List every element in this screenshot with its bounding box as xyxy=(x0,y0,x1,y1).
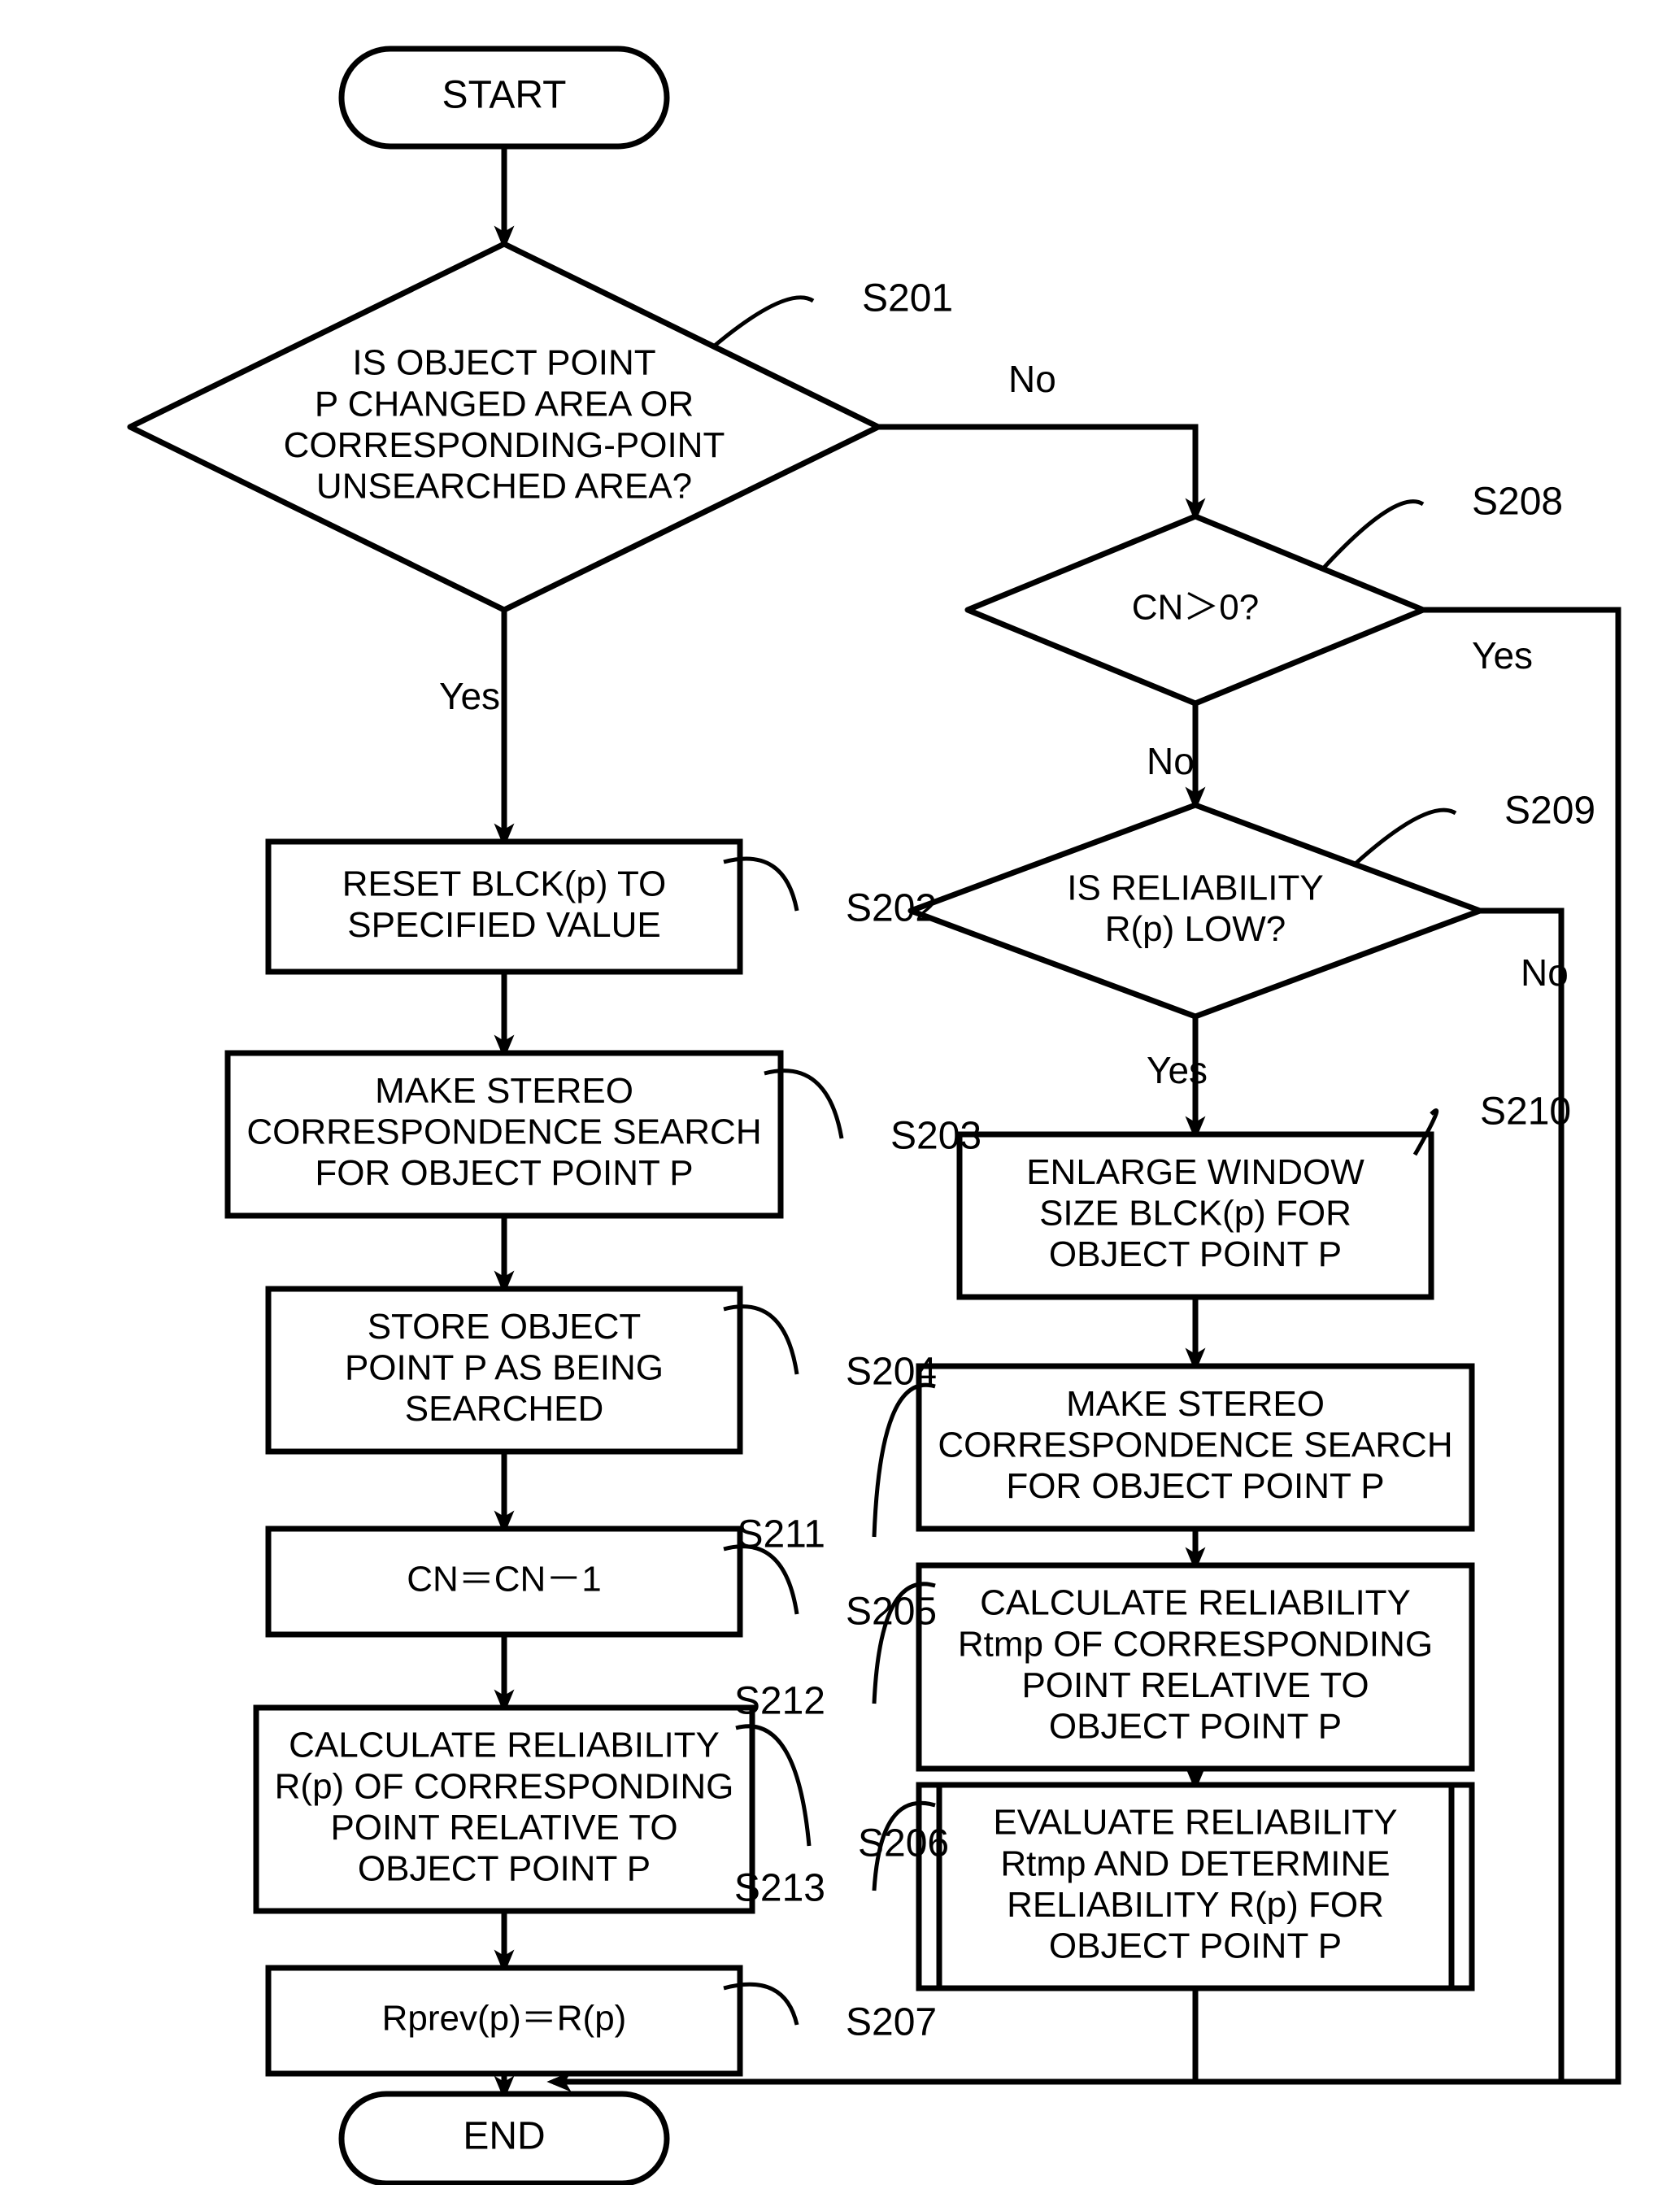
node-text-line: IS RELIABILITY xyxy=(1067,868,1323,908)
node-text-line: OBJECT POINT P xyxy=(1049,1234,1342,1274)
tag-leader xyxy=(714,298,813,346)
node-text-line: SEARCHED xyxy=(405,1389,604,1429)
flowchart-diagram: STARTIS OBJECT POINTP CHANGED AREA ORCOR… xyxy=(0,0,1680,2185)
node-text-line: CORRESPONDING-POINT xyxy=(284,425,725,465)
node-text-line: END xyxy=(463,2115,545,2158)
node-s201: IS OBJECT POINTP CHANGED AREA ORCORRESPO… xyxy=(130,244,878,610)
node-s202: RESET BLCK(p) TOSPECIFIED VALUE xyxy=(268,842,740,972)
node-text-line: MAKE STEREO xyxy=(375,1071,633,1111)
node-s203: MAKE STEREOCORRESPONDENCE SEARCHFOR OBJE… xyxy=(228,1053,781,1216)
step-tag: S206 xyxy=(858,1822,949,1865)
node-s206: CALCULATE RELIABILITYR(p) OF CORRESPONDI… xyxy=(256,1708,752,1911)
node-text-line: SPECIFIED VALUE xyxy=(347,905,661,945)
node-text-line: Rtmp OF CORRESPONDING xyxy=(958,1624,1433,1664)
decision-no-label: No xyxy=(1147,740,1195,782)
decision-yes-label: Yes xyxy=(1472,634,1533,677)
step-tag: S213 xyxy=(734,1867,825,1910)
node-text-line: P CHANGED AREA OR xyxy=(315,384,694,424)
decision-no-label: No xyxy=(1008,358,1056,400)
node-text-line: OBJECT POINT P xyxy=(1049,1926,1342,1966)
node-text-line: MAKE STEREO xyxy=(1066,1384,1325,1424)
node-s207: Rprev(p)＝R(p) xyxy=(268,1968,740,2074)
flow-edge xyxy=(1480,911,1561,2082)
step-tag: S208 xyxy=(1472,481,1563,524)
node-text-line: CALCULATE RELIABILITY xyxy=(289,1726,720,1765)
node-text-line: RESET BLCK(p) TO xyxy=(342,864,667,903)
step-tag: S202 xyxy=(846,887,937,930)
node-text-line: ENLARGE WINDOW xyxy=(1026,1152,1364,1192)
step-tag: S207 xyxy=(846,2001,937,2044)
node-text-line: POINT RELATIVE TO xyxy=(330,1808,677,1848)
node-text-line: POINT RELATIVE TO xyxy=(1021,1665,1369,1705)
decision-no-label: No xyxy=(1521,951,1569,994)
node-s211: MAKE STEREOCORRESPONDENCE SEARCHFOR OBJE… xyxy=(919,1366,1472,1529)
node-text-line: Rprev(p)＝R(p) xyxy=(382,1999,627,2039)
node-text-line: START xyxy=(442,74,567,117)
node-text-line: CN＝CN－1 xyxy=(407,1560,602,1600)
node-start: START xyxy=(342,49,667,146)
step-tag: S211 xyxy=(737,1513,825,1556)
node-s208: CN＞0? xyxy=(968,516,1423,703)
node-s210: ENLARGE WINDOWSIZE BLCK(p) FOROBJECT POI… xyxy=(960,1134,1431,1297)
node-text-line: FOR OBJECT POINT P xyxy=(1006,1466,1384,1506)
node-s205: CN＝CN－1 xyxy=(268,1529,740,1634)
node-text-line: OBJECT POINT P xyxy=(358,1849,651,1889)
tag-leader xyxy=(1323,502,1423,569)
step-tag: S210 xyxy=(1480,1090,1571,1134)
node-s213: EVALUATE RELIABILITYRtmp AND DETERMINERE… xyxy=(919,1785,1472,1988)
node-text-line: POINT P AS BEING xyxy=(345,1348,664,1388)
node-text-line: RELIABILITY R(p) FOR xyxy=(1007,1885,1384,1925)
node-text-line: SIZE BLCK(p) FOR xyxy=(1039,1194,1351,1234)
node-text-line: UNSEARCHED AREA? xyxy=(316,467,692,507)
decision-yes-label: Yes xyxy=(1147,1049,1208,1091)
node-text-line: EVALUATE RELIABILITY xyxy=(993,1803,1397,1843)
node-text-line: CN＞0? xyxy=(1132,588,1260,628)
step-tag: S209 xyxy=(1504,790,1595,833)
node-text-line: R(p) LOW? xyxy=(1105,909,1286,949)
node-text-line: STORE OBJECT xyxy=(368,1307,642,1347)
step-tag: S201 xyxy=(862,277,953,320)
node-end: END xyxy=(342,2094,667,2183)
step-tag: S203 xyxy=(890,1115,981,1158)
node-text-line: Rtmp AND DETERMINE xyxy=(1000,1843,1390,1883)
node-text-line: IS OBJECT POINT xyxy=(352,343,655,383)
tag-leader xyxy=(1355,810,1456,864)
node-s212: CALCULATE RELIABILITYRtmp OF CORRESPONDI… xyxy=(919,1565,1472,1769)
node-text-line: R(p) OF CORRESPONDING xyxy=(275,1766,734,1806)
node-s204: STORE OBJECTPOINT P AS BEINGSEARCHED xyxy=(268,1289,740,1452)
step-tag: S212 xyxy=(734,1680,825,1723)
node-text-line: OBJECT POINT P xyxy=(1049,1707,1342,1747)
node-text-line: CORRESPONDENCE SEARCH xyxy=(938,1425,1452,1465)
decision-yes-label: Yes xyxy=(439,675,500,717)
node-text-line: FOR OBJECT POINT P xyxy=(315,1153,693,1193)
node-text-line: CALCULATE RELIABILITY xyxy=(980,1583,1411,1623)
node-text-line: CORRESPONDENCE SEARCH xyxy=(246,1112,761,1152)
flow-edge xyxy=(878,427,1195,516)
node-s209: IS RELIABILITYR(p) LOW? xyxy=(911,805,1480,1016)
